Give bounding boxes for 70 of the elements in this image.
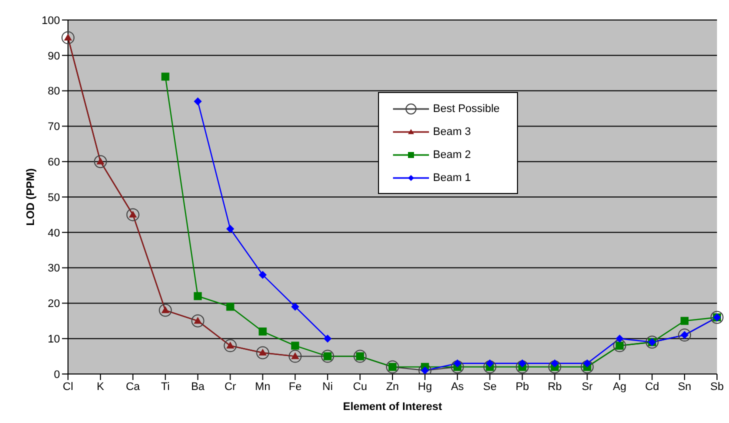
point bbox=[386, 360, 399, 374]
x-tick-label: Cl bbox=[62, 380, 74, 393]
x-axis-title: Element of Interest bbox=[342, 401, 442, 413]
point bbox=[678, 328, 692, 342]
legend-label: Beam 2 bbox=[433, 148, 471, 160]
x-tick-label: Zn bbox=[386, 380, 399, 393]
y-axis-title: LOD (PPM) bbox=[24, 168, 37, 226]
point bbox=[126, 208, 140, 222]
point bbox=[646, 336, 659, 349]
y-tick-label: 0 bbox=[54, 368, 60, 381]
x-tick-label: Ti bbox=[160, 380, 170, 393]
y-tick-label: 70 bbox=[48, 121, 60, 134]
x-tick-label: Mn bbox=[255, 380, 270, 393]
point bbox=[580, 360, 594, 374]
x-tick-label: Pb bbox=[516, 380, 530, 393]
point bbox=[516, 360, 529, 374]
point bbox=[324, 334, 332, 343]
point bbox=[354, 350, 367, 363]
point bbox=[62, 31, 74, 44]
y-tick-label: 80 bbox=[48, 86, 60, 98]
x-tick-label: Cr bbox=[224, 380, 236, 393]
y-tick-label: 10 bbox=[48, 334, 60, 346]
legend-label: Beam 3 bbox=[433, 126, 471, 138]
point bbox=[258, 270, 267, 279]
x-tick-label: Ag bbox=[612, 380, 626, 393]
point bbox=[291, 302, 300, 311]
point bbox=[450, 360, 464, 374]
y-tick-label: 50 bbox=[48, 192, 60, 204]
point bbox=[258, 328, 267, 336]
point bbox=[548, 360, 562, 374]
x-tick-label: Sb bbox=[710, 380, 724, 393]
point bbox=[321, 350, 334, 363]
point bbox=[291, 342, 300, 350]
x-tick-label: As bbox=[450, 380, 464, 393]
y-tick-label: 90 bbox=[48, 50, 60, 62]
point bbox=[226, 224, 234, 233]
y-tick-label: 40 bbox=[48, 227, 60, 240]
x-tick-label: Sr bbox=[582, 380, 594, 393]
x-tick-label: Hg bbox=[418, 380, 432, 393]
point bbox=[256, 346, 270, 360]
y-tick-label: 60 bbox=[48, 156, 60, 169]
point bbox=[710, 310, 724, 324]
x-tick-label: K bbox=[96, 380, 105, 393]
point bbox=[161, 72, 170, 81]
y-tick-label: 100 bbox=[42, 14, 60, 27]
y-tick-label: 30 bbox=[48, 262, 60, 275]
point bbox=[194, 97, 202, 106]
legend-label: Beam 1 bbox=[433, 172, 471, 184]
point bbox=[483, 360, 496, 374]
y-tick-label: 20 bbox=[48, 298, 60, 310]
x-tick-label: Cu bbox=[353, 380, 368, 393]
point bbox=[191, 314, 204, 328]
point bbox=[616, 334, 624, 343]
point bbox=[194, 292, 202, 300]
x-tick-label: Ni bbox=[322, 380, 333, 393]
legend-label: Best Possible bbox=[433, 102, 500, 114]
x-tick-label: Fe bbox=[288, 380, 302, 393]
point bbox=[613, 339, 626, 352]
x-tick-label: Ca bbox=[126, 380, 141, 393]
point bbox=[158, 304, 172, 317]
point bbox=[94, 155, 107, 168]
point bbox=[226, 302, 234, 311]
x-tick-label: Rb bbox=[548, 380, 562, 393]
x-tick-label: Cd bbox=[645, 380, 660, 393]
x-tick-label: Sn bbox=[678, 380, 692, 393]
x-tick-label: Ba bbox=[191, 380, 206, 393]
point bbox=[288, 350, 302, 363]
x-tick-label: Se bbox=[483, 380, 497, 393]
point bbox=[680, 316, 689, 325]
point bbox=[224, 339, 237, 352]
